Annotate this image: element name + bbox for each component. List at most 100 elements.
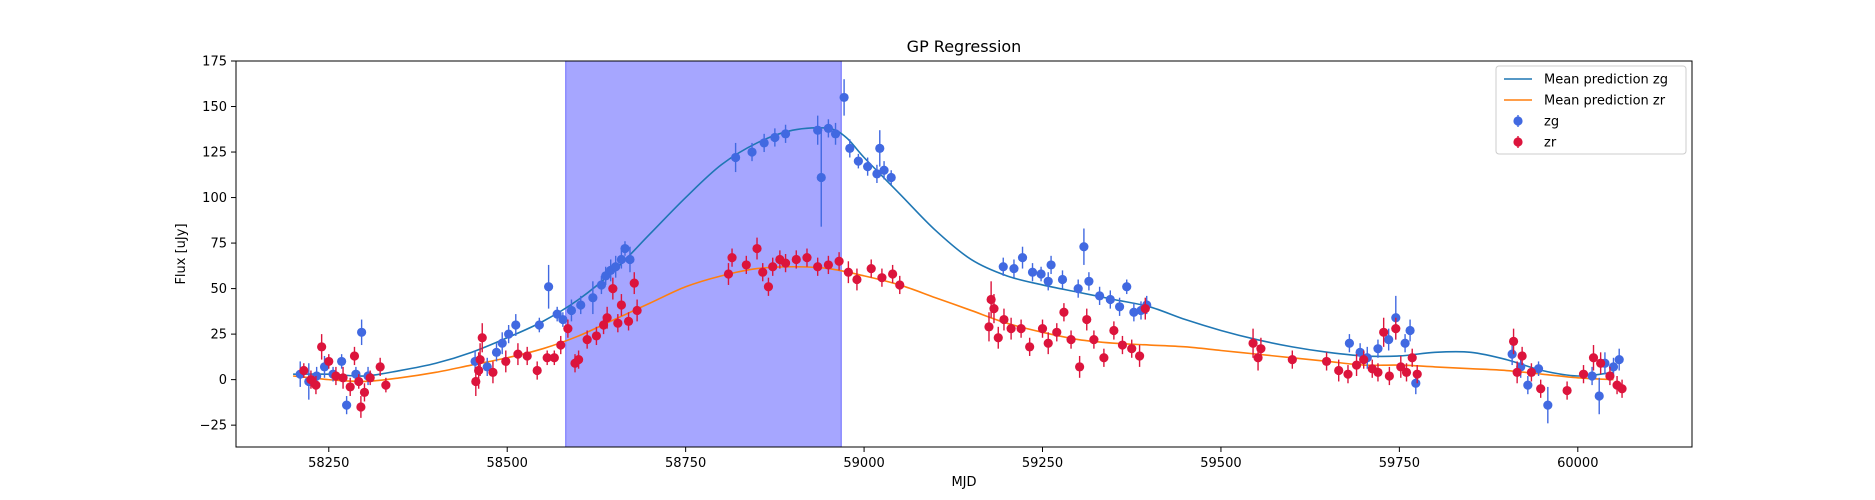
data-point-zg <box>1523 375 1533 395</box>
marker-zr <box>629 278 639 288</box>
marker-zg <box>1027 267 1038 277</box>
marker-zr <box>1099 353 1109 363</box>
data-point-zr <box>602 306 612 329</box>
data-point-zg <box>1095 286 1105 305</box>
marker-zr <box>1140 304 1150 314</box>
data-point-zr <box>1578 365 1589 384</box>
data-point-zr <box>349 346 360 366</box>
data-point-zg <box>588 281 598 315</box>
data-point-zg <box>544 264 554 309</box>
data-point-zr <box>1006 317 1016 340</box>
data-point-zg <box>770 128 780 147</box>
marker-zr <box>1373 367 1383 377</box>
marker-zg <box>337 356 347 367</box>
marker-zg <box>816 172 826 183</box>
data-point-zg <box>863 157 873 176</box>
data-point-zr <box>780 254 791 273</box>
data-point-zg <box>731 142 741 173</box>
marker-zg <box>1355 347 1365 357</box>
marker-zr <box>324 356 334 367</box>
data-point-zr <box>563 319 573 338</box>
marker-zr <box>1043 338 1053 348</box>
legend-entry-mean-zr: Mean prediction zr <box>1504 94 1666 109</box>
data-point-zg <box>1587 366 1597 386</box>
marker-zg <box>770 132 780 143</box>
marker-zg <box>491 347 502 357</box>
marker-zg <box>830 129 841 139</box>
marker-zg <box>1017 253 1028 263</box>
marker-zr <box>1075 362 1085 372</box>
marker-zr <box>317 342 327 352</box>
marker-zr <box>331 371 341 381</box>
marker-zr <box>1117 340 1128 350</box>
data-point-zr <box>1016 319 1026 338</box>
marker-zg <box>611 262 621 272</box>
marker-zr <box>866 263 876 274</box>
data-point-zr <box>311 375 321 395</box>
y-tick-label: 125 <box>202 146 227 161</box>
marker-zg <box>1384 334 1394 345</box>
data-point-zr <box>556 335 566 355</box>
legend-marker-swatch <box>1513 137 1523 147</box>
y-tick-label: 50 <box>210 282 227 297</box>
data-point-zg <box>566 299 577 322</box>
marker-zr <box>1391 324 1401 334</box>
data-point-zr <box>299 363 309 378</box>
marker-zr <box>542 353 552 363</box>
x-tick-label: 58750 <box>665 456 706 471</box>
marker-zg <box>1129 307 1139 317</box>
data-point-zg <box>872 164 882 183</box>
marker-zg <box>1105 294 1115 305</box>
marker-zr <box>813 262 823 272</box>
marker-zg <box>886 172 896 183</box>
data-point-zg <box>482 357 492 376</box>
data-point-zg <box>1543 386 1553 424</box>
data-point-zr <box>1082 308 1092 331</box>
data-point-zg <box>839 79 849 116</box>
data-point-zr <box>1512 361 1522 384</box>
data-point-zr <box>345 377 355 397</box>
marker-zr <box>791 254 801 265</box>
data-point-zr <box>317 334 327 360</box>
marker-zg <box>839 92 849 103</box>
marker-zr <box>475 355 485 365</box>
data-point-zr <box>1287 350 1297 369</box>
data-point-zr <box>1134 345 1145 367</box>
marker-zg <box>1043 276 1053 286</box>
data-point-zr <box>1359 350 1369 369</box>
marker-zr <box>598 320 609 330</box>
marker-zg <box>1073 283 1083 294</box>
marker-zr <box>613 318 623 328</box>
data-point-zr <box>623 312 634 331</box>
chart-title: GP Regression <box>907 37 1022 56</box>
marker-zr <box>758 267 768 277</box>
legend-label: Mean prediction zg <box>1544 73 1668 88</box>
data-point-zg <box>1084 272 1094 291</box>
marker-zg <box>872 169 882 179</box>
marker-zr <box>1379 327 1389 337</box>
series-points-layer <box>295 79 1627 424</box>
marker-zr <box>1321 356 1332 367</box>
marker-zr <box>1082 314 1092 325</box>
x-tick-label: 58500 <box>487 456 528 471</box>
marker-zr <box>989 304 999 314</box>
data-point-zg <box>1036 266 1046 282</box>
data-point-zr <box>768 257 778 276</box>
data-point-zr <box>1140 297 1150 320</box>
data-point-zr <box>501 350 511 373</box>
marker-zr <box>1052 327 1062 337</box>
marker-zg <box>616 254 627 265</box>
data-point-zr <box>1321 352 1332 371</box>
data-point-zr <box>758 263 768 282</box>
marker-zr <box>375 362 385 372</box>
data-point-zr <box>1334 359 1344 382</box>
marker-zr <box>632 305 642 316</box>
data-point-zr <box>1351 354 1362 376</box>
marker-zg <box>504 329 514 339</box>
marker-zr <box>1578 369 1589 379</box>
data-point-zg <box>823 119 833 138</box>
marker-zg <box>1079 242 1089 252</box>
legend-entry-zg: zg <box>1513 115 1559 130</box>
data-point-zr <box>1075 355 1085 378</box>
data-point-zr <box>1396 355 1406 378</box>
